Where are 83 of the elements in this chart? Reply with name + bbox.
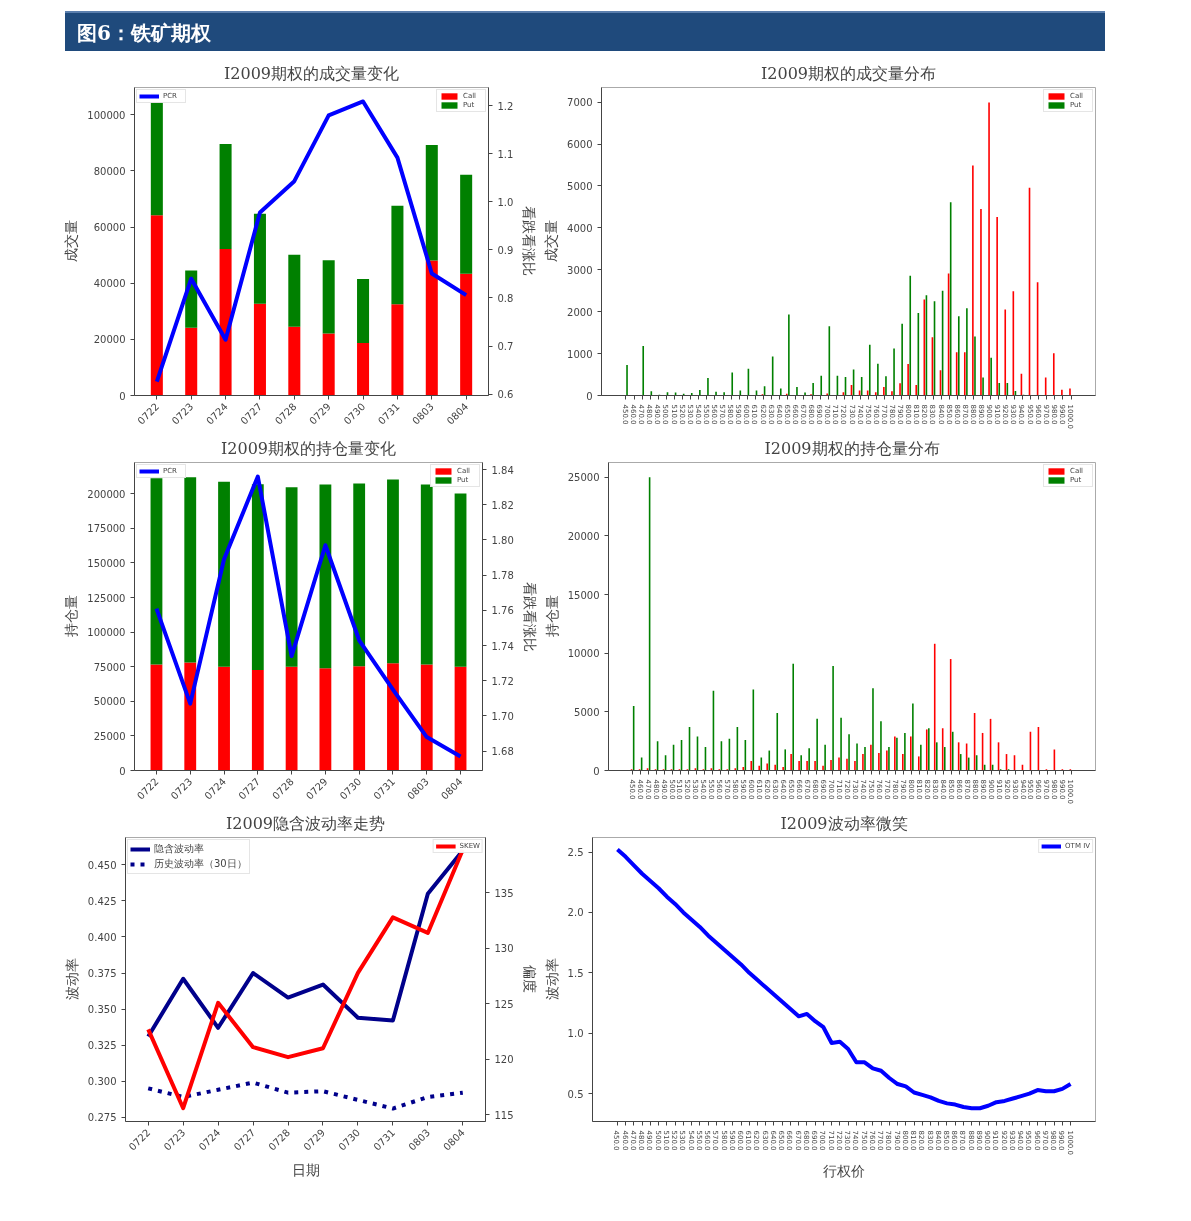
y2-tick-label: 1.78: [491, 570, 514, 582]
y-tick-label: 25000: [93, 730, 126, 742]
y2-tick-label: 1.70: [491, 710, 514, 722]
y-tick-label: 40000: [93, 278, 126, 290]
y-tick-label: 3000: [567, 264, 593, 276]
y-tick-label: 5000: [574, 706, 600, 718]
y-tick-label: 100000: [87, 627, 126, 639]
chart-title: I2009隐含波动率走势: [225, 813, 386, 833]
y-tick-label: 0: [593, 765, 600, 777]
y-tick-label: 0.375: [87, 968, 117, 980]
legend-label: 隐含波动率: [154, 842, 204, 856]
y-axis-title: 波动率: [543, 958, 560, 1001]
y2-tick-label: 120: [494, 1054, 514, 1066]
chart-title: I2009期权的持仓量分布: [764, 438, 940, 458]
x-axis-title: 行权价: [823, 1162, 865, 1179]
y-tick-label: 125000: [87, 592, 126, 604]
chart-title: I2009期权的成交量分布: [760, 63, 937, 83]
y-tick-label: 60000: [93, 222, 126, 234]
y2-axis-title: 看跌看涨比: [521, 581, 538, 652]
y2-tick-label: 1.68: [491, 746, 514, 758]
y-tick-label: 0.5: [567, 1088, 584, 1100]
y2-tick-label: 0.8: [497, 292, 514, 304]
y-tick-label: 0.300: [87, 1076, 117, 1088]
legend-label: 历史波动率（30日）: [154, 857, 247, 871]
y2-tick-label: 1.2: [497, 100, 514, 112]
y-tick-label: 75000: [93, 661, 126, 673]
y-axis-title: 成交量: [63, 220, 80, 263]
y-tick-label: 1.5: [567, 967, 584, 979]
y-tick-label: 0.325: [87, 1040, 117, 1052]
y2-tick-label: 0.6: [497, 389, 514, 401]
y-tick-label: 7000: [567, 97, 593, 109]
x-axis-title: 日期: [291, 1162, 320, 1179]
y-tick-label: 15000: [567, 589, 600, 601]
y2-tick-label: 1.72: [491, 675, 514, 687]
y-tick-label: 2.5: [567, 847, 584, 858]
y-tick-label: 0.425: [87, 895, 117, 907]
y2-axis-title: 看跌看涨比: [521, 206, 538, 277]
y-tick-label: 25000: [567, 472, 600, 484]
y2-tick-label: 1.76: [491, 605, 514, 617]
y2-tick-label: 115: [494, 1109, 514, 1121]
y-tick-label: 0.350: [87, 1004, 117, 1016]
y-axis-title: 持仓量: [63, 595, 80, 638]
y-tick-label: 100000: [87, 109, 126, 121]
y2-tick-label: 1.82: [491, 499, 514, 511]
y2-tick-label: 135: [494, 887, 514, 899]
y-tick-label: 0.450: [87, 859, 117, 871]
y-tick-label: 20000: [567, 530, 600, 542]
y2-tick-label: 1.0: [497, 196, 514, 208]
y-tick-label: 4000: [567, 222, 593, 234]
y-tick-label: 1.0: [567, 1028, 584, 1040]
y-tick-label: 0.275: [87, 1112, 117, 1124]
y-tick-label: 80000: [93, 165, 126, 177]
y-tick-label: 0.400: [87, 931, 117, 943]
y2-tick-label: 0.7: [497, 341, 514, 353]
y-tick-label: 1000: [567, 348, 593, 360]
y2-tick-label: 130: [494, 943, 514, 955]
y2-tick-label: 1.74: [491, 640, 514, 652]
y2-tick-label: 1.1: [497, 148, 514, 160]
chart-title: I2009期权的成交量变化: [223, 63, 400, 83]
y-axis-title: 成交量: [543, 220, 560, 263]
y-axis-title: 持仓量: [543, 595, 560, 638]
y2-tick-label: 1.80: [491, 534, 514, 546]
y-tick-label: 6000: [567, 139, 593, 151]
y2-tick-label: 0.9: [497, 244, 514, 256]
y-tick-label: 20000: [93, 334, 126, 346]
y-tick-label: 5000: [567, 180, 593, 192]
y2-tick-label: 1.84: [491, 464, 514, 476]
chart-title: I2009波动率微笑: [780, 813, 908, 833]
y-tick-label: 50000: [93, 696, 126, 708]
y-tick-label: 0: [119, 765, 126, 777]
y2-tick-label: 125: [494, 998, 514, 1010]
y-axis-title: 波动率: [63, 958, 80, 1001]
y-tick-label: 0: [119, 390, 126, 402]
y-tick-label: 200000: [87, 488, 126, 500]
y-tick-label: 10000: [567, 648, 600, 660]
y-tick-label: 0: [586, 390, 593, 402]
y-tick-label: 2000: [567, 306, 593, 318]
chart-title: I2009期权的持仓量变化: [220, 438, 397, 458]
y-tick-label: 175000: [87, 523, 126, 535]
text: 图6：铁矿期权: [77, 20, 211, 47]
y-tick-label: 150000: [87, 557, 126, 569]
y-tick-label: 2.0: [567, 907, 584, 919]
y2-axis-title: 偏度: [521, 965, 538, 994]
